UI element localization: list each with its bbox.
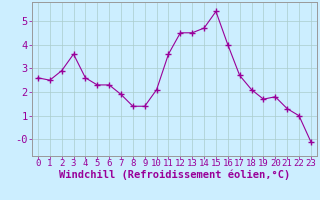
X-axis label: Windchill (Refroidissement éolien,°C): Windchill (Refroidissement éolien,°C): [59, 169, 290, 180]
